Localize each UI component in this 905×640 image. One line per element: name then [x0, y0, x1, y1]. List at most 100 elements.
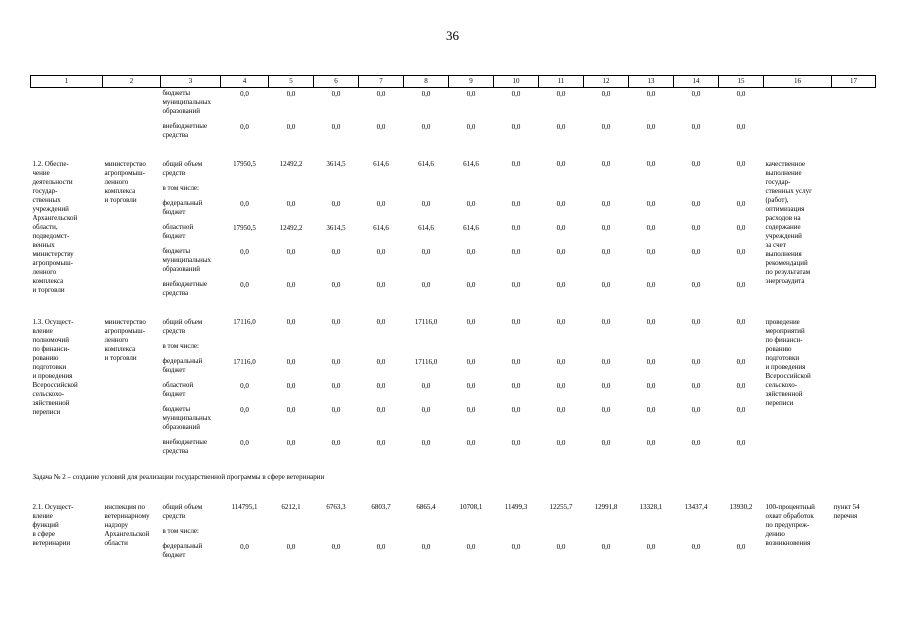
table-row: 1.3. Осущест- вление полномочий по финан… — [31, 303, 876, 416]
value-cell: 0,0 — [646, 224, 656, 232]
value-cell: 0,0 — [601, 543, 611, 551]
note-cell: пункт 54 перечня — [833, 503, 860, 520]
value-cell: 0,0 — [286, 90, 296, 98]
value-cell: 0,0 — [466, 382, 476, 390]
value-cell: 0,0 — [466, 543, 476, 551]
expected-result-cell: проведение мероприятий по финанси- рован… — [765, 318, 811, 407]
value-cell: 0,0 — [511, 90, 521, 98]
budget-line-label: внебюджетные средства — [162, 438, 208, 455]
value-cell: 0,0 — [601, 200, 611, 208]
value-cell: 0,0 — [646, 318, 656, 326]
item-cell: 1.3. Осущест- вление полномочий по финан… — [32, 318, 78, 416]
value-cell: 0,0 — [240, 439, 249, 447]
value-cell: 0,0 — [646, 382, 656, 390]
value-cell: 0,0 — [736, 382, 746, 390]
value-cell: 0,0 — [691, 200, 701, 208]
item-cell: 1.2. Обеспе- чение деятельности государ-… — [32, 160, 78, 294]
column-number: 6 — [313, 75, 359, 88]
expected-result-cell: 100-процентный охват обработок по предуп… — [765, 503, 815, 547]
column-number: 4 — [220, 75, 269, 88]
value-cell: 0,0 — [240, 281, 249, 289]
column-number: 3 — [160, 75, 221, 88]
value-cell: 0,0 — [556, 90, 566, 98]
value-cell — [719, 341, 764, 356]
value-cell: 3614,5 — [326, 160, 346, 168]
value-cell: 0,0 — [286, 406, 296, 414]
item-cell — [31, 88, 103, 146]
table-row: областной бюджет 17950,5 12492,2 3614,5 614… — [31, 222, 876, 246]
value-cell: 0,0 — [286, 318, 296, 326]
value-cell: 0,0 — [421, 439, 431, 447]
table-row: внебюджетные средства 0,0 0,0 0,0 0,0 0,0 0,0… — [31, 121, 876, 145]
column-number: 7 — [358, 75, 404, 88]
value-cell: 10708,1 — [459, 503, 483, 511]
value-cell: 0,0 — [511, 123, 521, 131]
value-cell: 0,0 — [466, 406, 476, 414]
value-cell: 0,0 — [691, 406, 701, 414]
value-cell: 614,6 — [373, 160, 389, 168]
value-cell: 0,0 — [376, 281, 386, 289]
value-cell: 0,0 — [646, 281, 656, 289]
value-cell: 0,0 — [601, 382, 611, 390]
value-cell: 0,0 — [601, 160, 611, 168]
value-cell: 0,0 — [601, 90, 611, 98]
value-cell: 6763,3 — [326, 503, 346, 511]
value-cell: 0,0 — [466, 200, 476, 208]
value-cell: 0,0 — [286, 382, 296, 390]
value-cell: 0,0 — [466, 439, 476, 447]
value-cell: 0,0 — [736, 200, 746, 208]
value-cell: 17950,5 — [233, 224, 256, 232]
value-cell: 0,0 — [511, 439, 521, 447]
value-cell: 614,6 — [463, 160, 479, 168]
table-row: федеральный бюджет 0,0 0,0 0,0 0,0 0,0 0,0 0,0… — [31, 541, 876, 565]
value-cell: 0,0 — [646, 358, 656, 366]
value-cell: 0,0 — [331, 406, 341, 414]
value-cell: 0,0 — [421, 90, 431, 98]
table-row: бюджеты муниципальных образований 0,0 0,0… — [31, 404, 876, 437]
column-number: 5 — [268, 75, 314, 88]
value-cell: 0,0 — [691, 224, 701, 232]
value-cell — [494, 526, 539, 541]
value-cell: 17116,0 — [414, 358, 438, 366]
value-cell: 0,0 — [691, 318, 701, 326]
value-cell: 0,0 — [556, 248, 566, 256]
value-cell: 12492,2 — [279, 224, 303, 232]
value-cell: 0,0 — [240, 123, 249, 131]
value-cell: 0,0 — [286, 200, 296, 208]
value-cell: 0,0 — [286, 439, 296, 447]
value-cell: 0,0 — [286, 281, 296, 289]
table-row: федеральный бюджет 0,0 0,0 0,0 0,0 0,0 0,0 0,0… — [31, 198, 876, 222]
value-cell — [584, 526, 629, 541]
section-continuation: бюджеты муниципальных образований 0,0 0,0… — [31, 88, 876, 146]
value-cell: 0,0 — [556, 406, 566, 414]
value-cell: 0,0 — [421, 123, 431, 131]
value-cell — [359, 341, 404, 356]
column-number: 1 — [30, 75, 103, 88]
value-cell: 0,0 — [736, 224, 746, 232]
value-cell: 0,0 — [736, 543, 746, 551]
table-row: 2.1. Осущест- вление функций в сфере вет… — [31, 488, 876, 547]
table-row: областной бюджет 0,0 0,0 0,0 0,0 0,0 0,0 0,0 0,… — [31, 380, 876, 404]
value-cell — [539, 526, 584, 541]
value-cell: 0,0 — [240, 90, 249, 98]
executor-cell — [103, 88, 161, 146]
value-cell: 11499,3 — [504, 503, 528, 511]
value-cell: 614,6 — [418, 160, 434, 168]
column-number: 16 — [763, 75, 832, 88]
value-cell: 12991,8 — [594, 503, 618, 511]
value-cell: 0,0 — [331, 358, 341, 366]
value-cell: 12255,7 — [549, 503, 573, 511]
value-cell — [221, 183, 269, 198]
value-cell — [359, 183, 404, 198]
budget-line-label: областной бюджет — [162, 381, 194, 398]
value-cell: 0,0 — [556, 224, 566, 232]
value-cell — [404, 183, 449, 198]
budget-line-label: в том числе: — [162, 527, 200, 535]
item-cell: 2.1. Осущест- вление функций в сфере вет… — [32, 503, 74, 547]
value-cell: 0,0 — [376, 439, 386, 447]
value-cell: 0,0 — [646, 90, 656, 98]
value-cell: 17116,0 — [233, 358, 256, 366]
value-cell: 0,0 — [556, 543, 566, 551]
executor-cell: министерство агропромыш- ленного комплек… — [104, 160, 146, 204]
value-cell — [719, 183, 764, 198]
